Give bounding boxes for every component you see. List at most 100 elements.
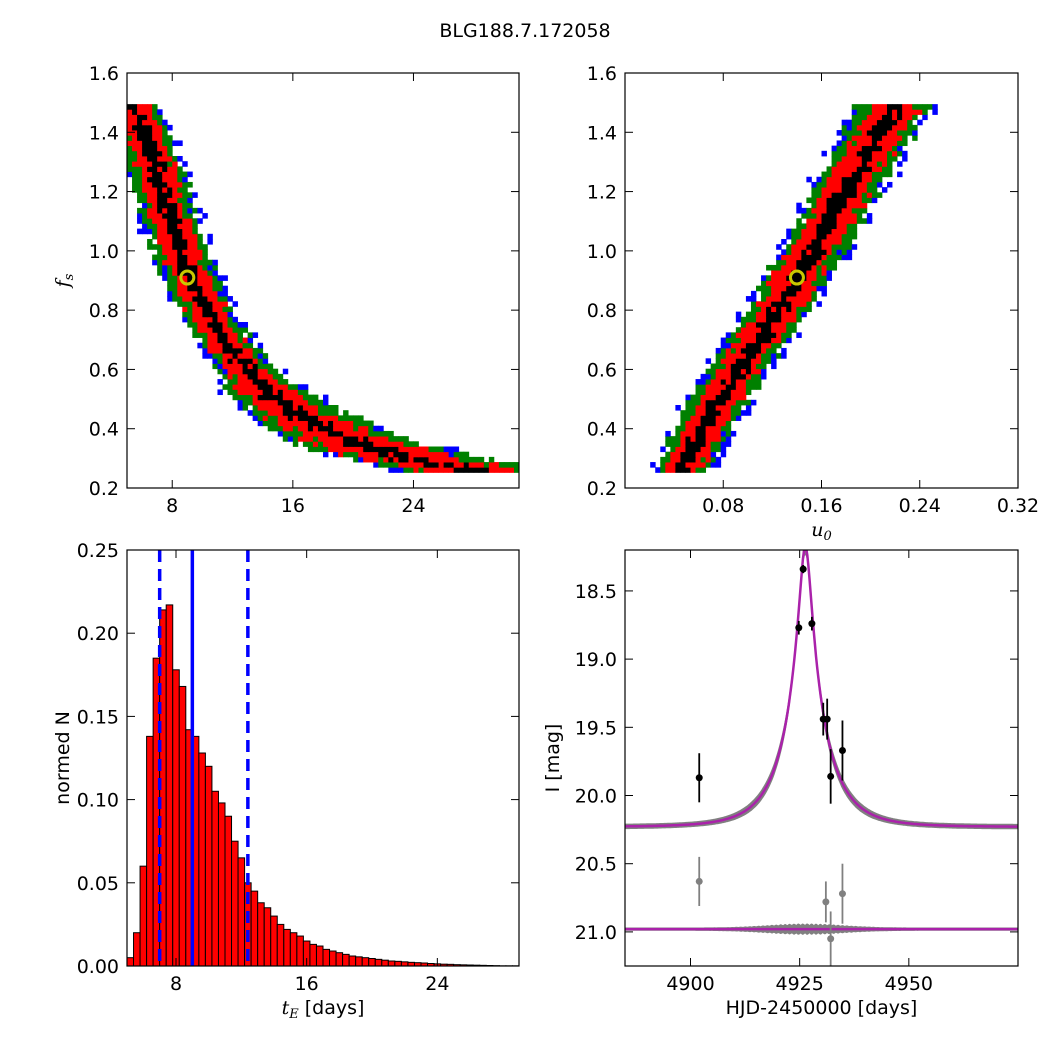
residual-point: [838, 890, 846, 898]
density-cell: [192, 207, 198, 214]
density-cell: [705, 373, 712, 380]
density-cell: [750, 290, 757, 297]
density-cell: [705, 451, 712, 458]
density-cell: [781, 332, 787, 338]
density-cell: [162, 192, 168, 198]
density-cell: [811, 233, 817, 240]
density-cell: [826, 239, 832, 245]
density-cell: [776, 332, 782, 338]
density-cell: [172, 181, 178, 188]
best-fit-marker: [179, 269, 196, 286]
density-cell: [861, 197, 868, 204]
density-cell: [182, 290, 188, 297]
density-cell: [192, 322, 198, 328]
density-cell: [312, 430, 319, 437]
density-cell: [252, 353, 259, 359]
density-cell: [348, 436, 354, 442]
density-cell: [680, 410, 686, 416]
density-cell: [831, 218, 838, 224]
density-cell: [187, 301, 193, 307]
density-cell: [690, 425, 696, 432]
density-cell: [670, 451, 676, 458]
density-cell: [786, 306, 792, 313]
density-cell: [695, 399, 701, 406]
density-cell: [750, 332, 757, 338]
density-cell: [816, 275, 822, 281]
density-cell: [841, 202, 848, 209]
density-cell: [806, 249, 812, 255]
density-cell: [836, 181, 843, 188]
density-cell: [292, 394, 299, 401]
density-cell: [846, 171, 853, 178]
density-cell: [252, 347, 259, 354]
density-cell: [137, 109, 143, 115]
density-cell: [358, 430, 364, 437]
density-cell: [458, 456, 465, 463]
density-cell: [388, 436, 394, 442]
density-cell: [861, 124, 868, 131]
density-cell: [861, 166, 868, 172]
density-cell: [735, 394, 742, 401]
density-cell: [247, 410, 254, 416]
density-cell: [836, 176, 843, 183]
density-cell: [715, 436, 722, 442]
density-cell: [705, 441, 712, 447]
density-cell: [715, 441, 722, 447]
density-cell: [720, 389, 727, 396]
density-cell: [187, 322, 193, 328]
density-cell: [378, 462, 384, 468]
density-cell: [836, 156, 843, 162]
density-cell: [836, 166, 843, 172]
density-cell: [866, 109, 873, 115]
density-cell: [167, 135, 173, 141]
density-cell: [127, 150, 133, 157]
density-cell: [725, 368, 732, 375]
density-cell: [142, 119, 148, 126]
density-cell: [177, 249, 183, 255]
x-tick-label: 8: [166, 495, 178, 517]
density-cell: [866, 130, 873, 136]
density-cell: [473, 456, 480, 463]
density-cells: [127, 104, 520, 473]
density-cell: [353, 436, 359, 442]
density-cell: [917, 119, 923, 126]
density-cell: [826, 259, 832, 266]
density-cell: [277, 394, 284, 401]
density-cell: [730, 399, 737, 406]
density-cell: [806, 197, 812, 204]
density-cell: [202, 337, 208, 344]
density-cell: [841, 130, 848, 136]
density-cell: [791, 316, 797, 323]
density-cell: [443, 456, 450, 463]
x-tick-label: 0.24: [899, 495, 941, 517]
density-cell: [343, 441, 349, 447]
data-point: [808, 620, 816, 628]
density-cell: [187, 218, 193, 224]
density-cell: [182, 301, 188, 307]
histogram-bar: [133, 932, 141, 967]
x-tick-label: 4950: [885, 973, 933, 995]
density-cell: [212, 301, 218, 307]
density-cell: [816, 228, 822, 235]
density-cell: [841, 223, 848, 230]
density-cell: [152, 124, 158, 131]
density-cell: [771, 311, 777, 318]
density-cell: [182, 254, 188, 261]
x-tick-label: 16: [295, 973, 319, 995]
density-cell: [222, 368, 228, 375]
density-cell: [142, 218, 148, 224]
density-cell: [222, 301, 228, 307]
density-cell: [791, 327, 797, 333]
density-cell: [766, 322, 772, 328]
density-cell: [152, 109, 158, 115]
density-cell: [730, 379, 737, 385]
density-cell: [152, 218, 158, 224]
density-cell: [836, 228, 843, 235]
density-cell: [217, 358, 223, 364]
density-cell: [851, 223, 858, 230]
density-cell: [725, 373, 732, 380]
density-cell: [167, 145, 173, 152]
density-cell: [142, 145, 148, 152]
density-cell: [892, 114, 898, 121]
density-cell: [132, 187, 138, 193]
